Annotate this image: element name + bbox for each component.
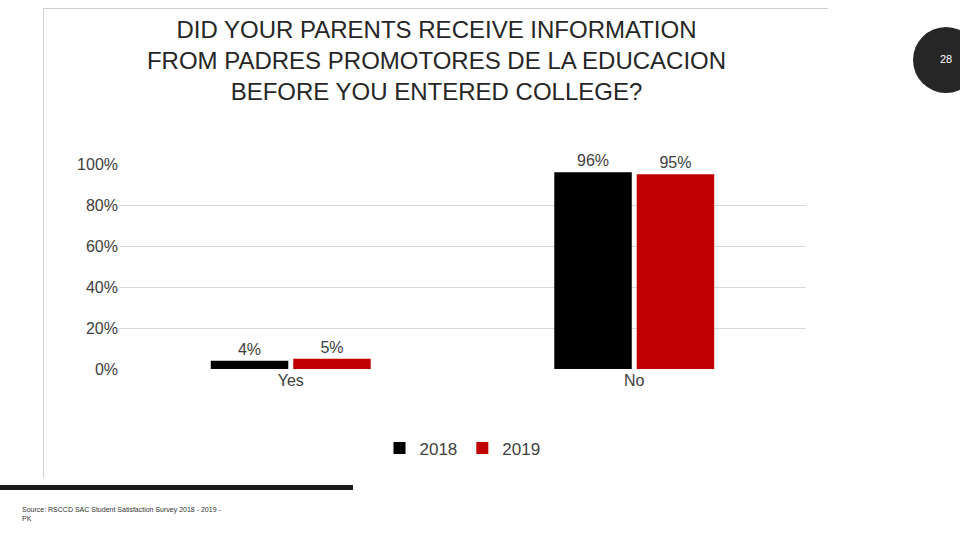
svg-text:5%: 5% [320, 339, 343, 356]
svg-text:0%: 0% [95, 361, 118, 378]
svg-text:95%: 95% [659, 154, 691, 171]
html-text:Source: RSCCD SAC Student Sati: Source: RSCCD SAC Student Satisfaction S… [22, 506, 221, 522]
svg-text:60%: 60% [86, 238, 118, 255]
svg-text:20%: 20% [86, 320, 118, 337]
svg-text:40%: 40% [86, 279, 118, 296]
svg-text:No: No [624, 372, 645, 389]
svg-text:2019: 2019 [502, 440, 540, 459]
svg-text:4%: 4% [238, 341, 261, 358]
svg-text:DID YOUR PARENTS RECEIVE INFOR: DID YOUR PARENTS RECEIVE INFORMATIONFROM… [147, 16, 726, 105]
svg-text:2018: 2018 [420, 440, 458, 459]
svg-text:Yes: Yes [278, 372, 304, 389]
svg-text:80%: 80% [86, 197, 118, 214]
svg-text:96%: 96% [577, 152, 609, 169]
html-text:28: 28 [939, 53, 953, 65]
svg-text:100%: 100% [77, 156, 118, 173]
